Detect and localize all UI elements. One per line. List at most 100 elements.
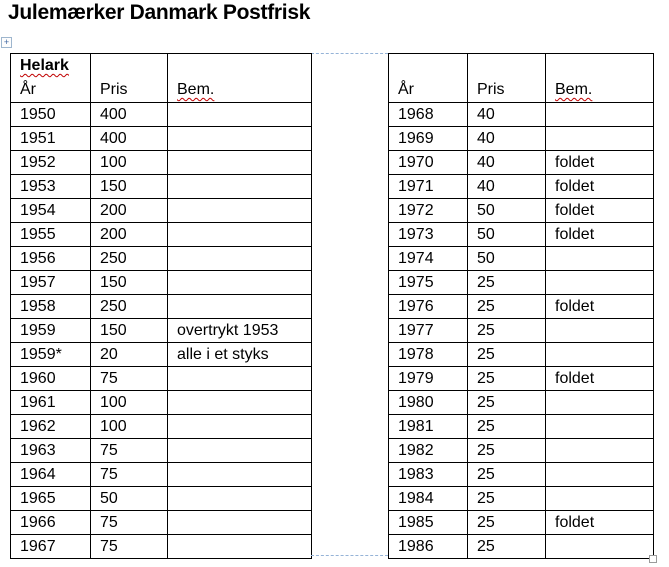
year-cell: 1966 (10, 510, 91, 535)
year-cell: 1976 (388, 294, 468, 319)
year-cell: 1964 (10, 462, 91, 487)
note-cell (167, 222, 312, 247)
left-header-price-cell: Pris (90, 53, 168, 103)
note-cell: foldet (545, 174, 654, 199)
price-cell: 150 (90, 318, 168, 343)
price-cell: 25 (467, 318, 546, 343)
note-cell (545, 342, 654, 367)
table-row: 1978 25 (388, 342, 654, 367)
note-cell (167, 198, 312, 223)
left-header-year-cell: Helark År (10, 53, 91, 103)
left-table-header-row: Helark År Pris Bem. (10, 53, 312, 103)
note-cell (167, 294, 312, 319)
price-cell: 25 (467, 390, 546, 415)
table-row: 1973 50 foldet (388, 222, 654, 247)
price-cell: 400 (90, 102, 168, 127)
table-row: 1986 25 (388, 534, 654, 559)
year-cell: 1973 (388, 222, 468, 247)
table-row: 1961 100 (10, 390, 312, 415)
price-cell: 50 (467, 222, 546, 247)
page-title: Julemærker Danmark Postfrisk (8, 1, 311, 24)
table-row: 1952 100 (10, 150, 312, 175)
table-row: 1972 50 foldet (388, 198, 654, 223)
year-cell: 1958 (10, 294, 91, 319)
table-row: 1967 75 (10, 534, 312, 559)
note-cell (167, 510, 312, 535)
price-cell: 75 (90, 438, 168, 463)
table-row: 1979 25 foldet (388, 366, 654, 391)
table-row: 1984 25 (388, 486, 654, 511)
note-cell (545, 270, 654, 295)
price-cell: 25 (467, 510, 546, 535)
table-row: 1963 75 (10, 438, 312, 463)
right-header-year-label: År (398, 81, 414, 98)
year-cell: 1959* (10, 342, 91, 367)
year-cell: 1954 (10, 198, 91, 223)
note-cell (167, 246, 312, 271)
note-cell (545, 414, 654, 439)
price-cell: 25 (467, 270, 546, 295)
year-cell: 1965 (10, 486, 91, 511)
left-header-note-label: Bem. (177, 81, 215, 98)
note-cell: alle i et styks (167, 342, 312, 367)
table-row: 1968 40 (388, 102, 654, 127)
year-cell: 1962 (10, 414, 91, 439)
year-cell: 1975 (388, 270, 468, 295)
table-row: 1959 150 overtrykt 1953 (10, 318, 312, 343)
year-cell: 1960 (10, 366, 91, 391)
price-cell: 100 (90, 414, 168, 439)
table-resize-handle[interactable] (649, 555, 657, 563)
note-cell (167, 126, 312, 151)
table-row: 1964 75 (10, 462, 312, 487)
price-cell: 25 (467, 342, 546, 367)
table-row: 1958 250 (10, 294, 312, 319)
year-cell: 1953 (10, 174, 91, 199)
table-row: 1970 40 foldet (388, 150, 654, 175)
year-cell: 1978 (388, 342, 468, 367)
price-cell: 200 (90, 222, 168, 247)
price-cell: 25 (467, 414, 546, 439)
right-header-price-label: Pris (477, 81, 505, 98)
year-cell: 1986 (388, 534, 468, 559)
table-row: 1983 25 (388, 462, 654, 487)
note-cell (167, 414, 312, 439)
note-cell (545, 534, 654, 559)
year-cell: 1984 (388, 486, 468, 511)
note-cell (167, 534, 312, 559)
right-header-note-label: Bem. (555, 81, 593, 98)
note-cell (545, 102, 654, 127)
year-cell: 1967 (10, 534, 91, 559)
left-table-group-label: Helark (20, 57, 69, 74)
year-cell: 1957 (10, 270, 91, 295)
right-header-price-cell: Pris (467, 53, 546, 103)
right-table: År Pris Bem. 1968 40 1969 40 1970 40 fol… (388, 53, 654, 559)
price-cell: 40 (467, 126, 546, 151)
table-row: 1969 40 (388, 126, 654, 151)
table-row: 1953 150 (10, 174, 312, 199)
year-cell: 1974 (388, 246, 468, 271)
note-cell (545, 246, 654, 271)
left-header-note-cell: Bem. (167, 53, 312, 103)
price-cell: 25 (467, 486, 546, 511)
year-cell: 1959 (10, 318, 91, 343)
year-cell: 1956 (10, 246, 91, 271)
table-row: 1977 25 (388, 318, 654, 343)
year-cell: 1980 (388, 390, 468, 415)
price-cell: 200 (90, 198, 168, 223)
price-cell: 25 (467, 534, 546, 559)
year-cell: 1979 (388, 366, 468, 391)
price-cell: 150 (90, 174, 168, 199)
table-move-handle-icon[interactable]: + (1, 37, 12, 48)
note-cell (545, 126, 654, 151)
table-row: 1950 400 (10, 102, 312, 127)
table-row: 1975 25 (388, 270, 654, 295)
year-cell: 1983 (388, 462, 468, 487)
price-cell: 40 (467, 174, 546, 199)
table-row: 1960 75 (10, 366, 312, 391)
note-cell: foldet (545, 222, 654, 247)
note-cell (167, 462, 312, 487)
table-row: 1956 250 (10, 246, 312, 271)
spacer-gridline-top (311, 53, 388, 54)
year-cell: 1961 (10, 390, 91, 415)
note-cell (167, 270, 312, 295)
